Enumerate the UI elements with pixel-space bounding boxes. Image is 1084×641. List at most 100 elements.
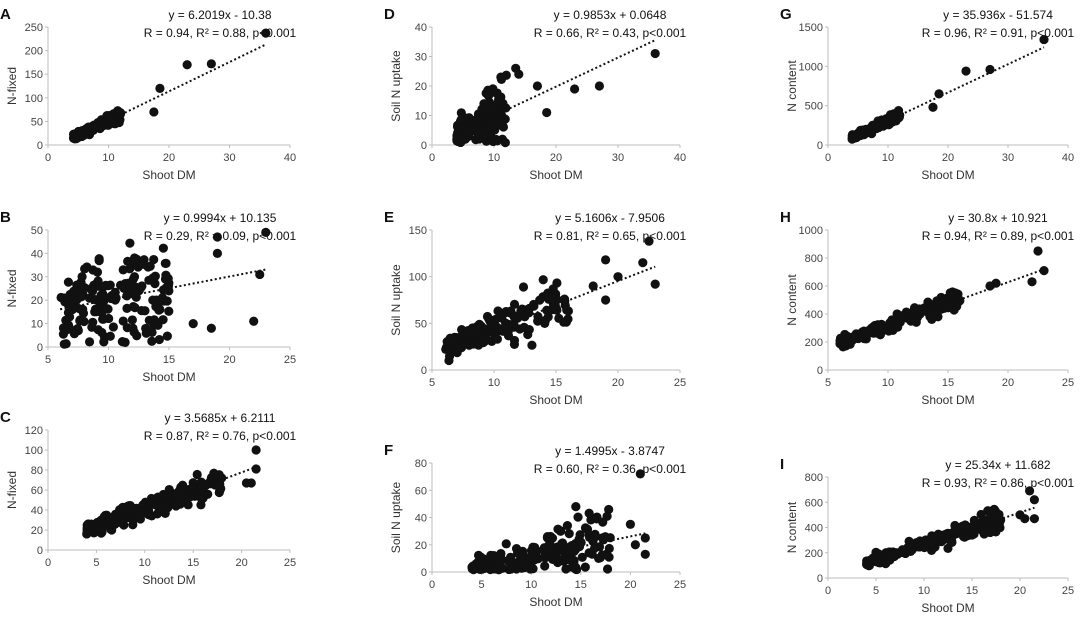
data-point xyxy=(60,297,70,307)
data-point xyxy=(210,480,220,490)
data-point xyxy=(509,335,520,346)
data-point xyxy=(569,546,579,557)
data-point xyxy=(85,284,96,294)
data-point xyxy=(538,275,548,285)
y-tick-label: 40 xyxy=(415,22,427,34)
data-point xyxy=(115,505,125,515)
x-tick-label: 40 xyxy=(674,152,686,164)
data-point xyxy=(640,533,650,543)
data-point xyxy=(99,337,109,347)
data-point xyxy=(464,340,474,350)
data-point xyxy=(489,551,499,561)
y-axis-title: N content xyxy=(785,274,799,326)
data-point xyxy=(892,315,902,325)
panel-d: 0 10 20 30 40 0 10 20 30 40 Shoot DM Soil N uptake D… xyxy=(384,6,687,182)
y-axis-title: Soil N uptake xyxy=(389,481,403,553)
data-point xyxy=(503,326,513,336)
data-point xyxy=(255,269,265,280)
data-point xyxy=(874,321,884,331)
x-tick-label: 0 xyxy=(429,579,435,591)
data-point xyxy=(570,564,581,574)
y-tick-label: 200 xyxy=(805,548,823,560)
data-point xyxy=(149,107,159,117)
data-point xyxy=(120,337,130,347)
x-tick-label: 10 xyxy=(102,152,114,164)
data-point xyxy=(582,524,593,535)
data-point xyxy=(192,469,202,480)
x-tick-label: 25 xyxy=(674,377,686,389)
data-point xyxy=(203,489,213,499)
x-tick-label: 25 xyxy=(284,354,296,366)
x-tick-label: 15 xyxy=(187,557,199,569)
data-point xyxy=(448,335,458,345)
data-point xyxy=(83,520,93,530)
data-point xyxy=(488,120,499,130)
data-point xyxy=(482,311,493,322)
data-point xyxy=(444,343,454,354)
x-axis-title: Shoot DM xyxy=(921,601,974,615)
data-point xyxy=(110,295,120,305)
data-point xyxy=(143,502,153,512)
data-point xyxy=(1039,34,1049,45)
y-tick-label: 600 xyxy=(805,497,823,509)
panel-label: F xyxy=(384,442,393,459)
regression-stats: R = 0.93, R² = 0.86, p<0.001 xyxy=(922,476,1075,490)
y-tick-label: 0 xyxy=(817,140,823,152)
x-tick-label: 20 xyxy=(942,152,954,164)
data-point xyxy=(154,334,164,345)
x-tick-label: 0 xyxy=(45,152,51,164)
data-point xyxy=(500,114,510,124)
data-point xyxy=(90,304,101,314)
regression-equation: y = 35.936x - 51.574 xyxy=(943,8,1053,22)
data-point xyxy=(160,508,170,518)
x-tick-label: 10 xyxy=(488,152,500,164)
data-point xyxy=(78,308,89,318)
x-axis-title: Shoot DM xyxy=(142,370,195,384)
data-point xyxy=(464,113,474,123)
data-point xyxy=(122,323,132,333)
x-tick-label: 40 xyxy=(1062,152,1074,164)
y-tick-label: 400 xyxy=(805,523,823,535)
data-point xyxy=(577,552,587,562)
y-tick-label: 0 xyxy=(37,342,43,354)
data-point xyxy=(946,289,956,299)
data-point xyxy=(465,327,475,337)
x-tick-label: 10 xyxy=(882,377,894,389)
panel-label: I xyxy=(780,456,784,473)
data-point xyxy=(164,490,174,500)
regression-equation: y = 1.4995x - 3.8747 xyxy=(555,444,665,458)
data-point xyxy=(985,64,995,75)
data-point xyxy=(528,542,538,552)
y-tick-label: 20 xyxy=(31,295,43,307)
data-point xyxy=(906,546,916,556)
data-point xyxy=(951,525,961,535)
y-axis-title: N-fixed xyxy=(5,67,19,105)
regression-equation: y = 3.5685x + 6.2111 xyxy=(165,411,276,425)
x-tick-label: 5 xyxy=(825,377,831,389)
data-point xyxy=(59,339,69,349)
x-tick-label: 25 xyxy=(1062,585,1074,597)
data-point xyxy=(188,319,198,329)
panel-label: D xyxy=(384,6,395,23)
x-tick-label: 20 xyxy=(612,377,624,389)
data-point xyxy=(509,299,520,309)
data-point xyxy=(969,520,979,530)
data-point xyxy=(494,324,504,334)
x-tick-label: 15 xyxy=(942,377,954,389)
data-point xyxy=(101,280,111,290)
y-axis-title: N content xyxy=(785,501,799,553)
y-tick-label: 600 xyxy=(805,281,823,293)
x-tick-label: 20 xyxy=(223,354,235,366)
x-tick-label: 20 xyxy=(235,557,247,569)
data-point xyxy=(99,314,109,324)
data-point xyxy=(84,337,95,347)
data-point xyxy=(1027,277,1037,287)
y-tick-label: 0 xyxy=(37,545,43,557)
data-point xyxy=(498,122,509,132)
data-point xyxy=(155,83,165,93)
x-tick-label: 15 xyxy=(575,579,587,591)
data-point xyxy=(514,69,524,79)
y-tick-label: 1000 xyxy=(799,61,823,73)
y-tick-label: 50 xyxy=(415,318,427,330)
x-tick-label: 20 xyxy=(1002,377,1014,389)
